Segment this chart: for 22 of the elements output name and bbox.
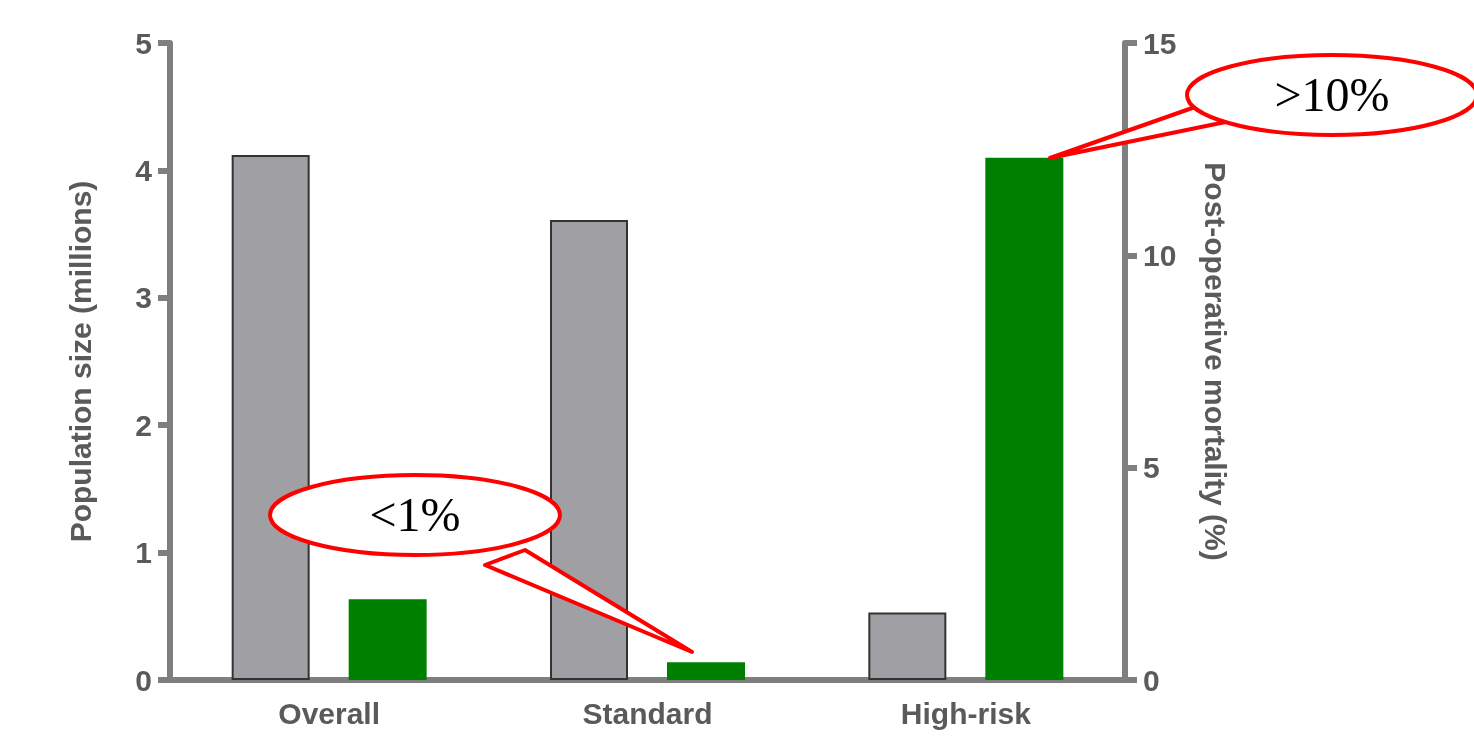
- y-tick-label: 0: [135, 663, 152, 697]
- bar: [348, 599, 427, 680]
- y-tick-label: 3: [135, 281, 152, 315]
- y-tick-label: 1: [135, 536, 152, 570]
- bar: [868, 612, 947, 680]
- y2-axis-title: Post-operative mortality (%): [1198, 162, 1232, 561]
- y2-tick-label: 5: [1143, 451, 1160, 485]
- annotation: <1%: [369, 488, 461, 541]
- y-tick-label: 2: [135, 408, 152, 442]
- bar: [231, 155, 310, 680]
- y2-tick-label: 0: [1143, 663, 1160, 697]
- y-tick-label: 5: [135, 26, 152, 60]
- text: >10%: [1274, 68, 1390, 121]
- x-tick-label: High-risk: [900, 696, 1032, 730]
- bar: [667, 662, 745, 680]
- x-tick-label: Overall: [278, 696, 381, 730]
- y2-tick-label: 10: [1143, 238, 1177, 272]
- y2-tick-label: 15: [1143, 26, 1177, 60]
- bar: [985, 157, 1064, 680]
- x-tick-label: Standard: [582, 696, 713, 730]
- y-axis-title: Population size (millions): [63, 180, 97, 543]
- y-tick-label: 4: [135, 153, 153, 187]
